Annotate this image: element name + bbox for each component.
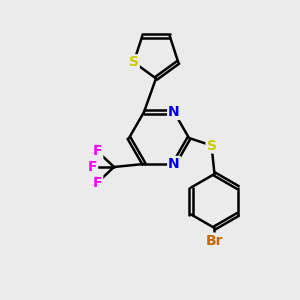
Text: F: F — [93, 176, 102, 190]
Text: N: N — [168, 105, 180, 119]
Text: N: N — [168, 157, 180, 171]
Text: F: F — [88, 160, 97, 174]
Text: S: S — [206, 139, 217, 152]
Text: Br: Br — [206, 234, 223, 248]
Text: F: F — [93, 144, 102, 158]
Text: S: S — [129, 55, 139, 69]
